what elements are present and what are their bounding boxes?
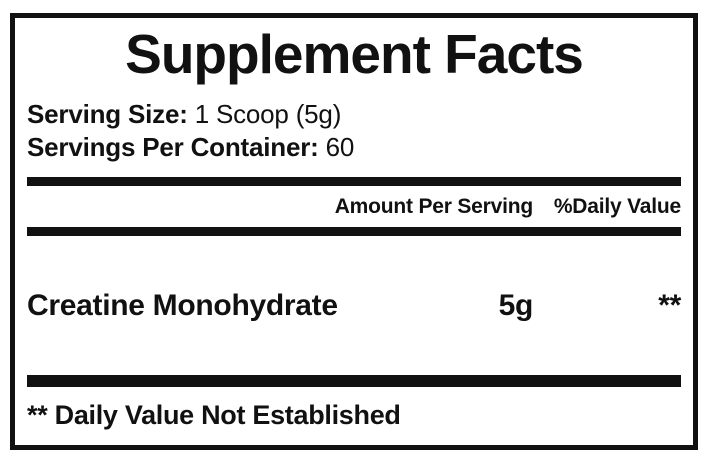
divider-rule-middle (27, 227, 681, 236)
divider-rule-top (27, 177, 681, 186)
supplement-facts-panel: Supplement Facts Serving Size: 1 Scoop (5… (10, 13, 698, 450)
daily-value-header: %Daily Value (553, 194, 681, 218)
ingredient-amount: 5g (498, 288, 534, 322)
divider-rule-bottom (27, 375, 681, 387)
panel-title: Supplement Facts (125, 23, 584, 85)
serving-size-label: Serving Size: (27, 99, 188, 129)
serving-size-row: Serving Size: 1 Scoop (5g) (27, 98, 681, 131)
servings-per-container-row: Servings Per Container: 60 (27, 131, 681, 164)
serving-size-value: 1 Scoop (5g) (194, 99, 342, 129)
servings-per-container-label: Servings Per Container: (27, 132, 319, 162)
servings-per-container-value: 60 (325, 132, 355, 162)
ingredient-name: Creatine Monohydrate (27, 288, 338, 322)
amount-per-serving-header: Amount Per Serving (334, 194, 533, 218)
ingredient-row: Creatine Monohydrate 5g ** (27, 236, 681, 375)
ingredient-daily-value: ** (658, 288, 681, 322)
daily-value-footnote: ** Daily Value Not Established (27, 399, 401, 430)
column-header-row: Amount Per Serving %Daily Value (27, 186, 681, 227)
